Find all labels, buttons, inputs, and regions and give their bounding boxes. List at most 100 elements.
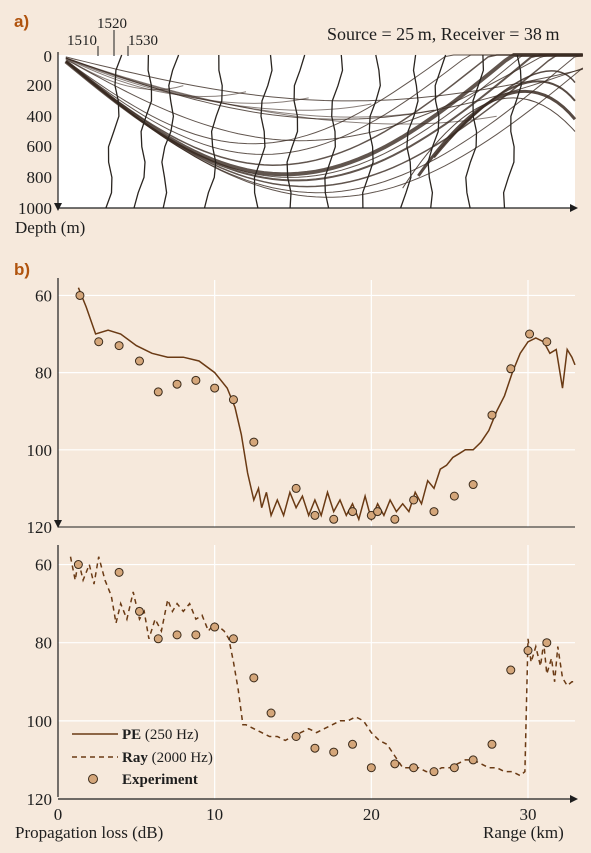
experiment-point bbox=[468, 755, 478, 765]
panel-a-label: a) bbox=[14, 12, 30, 31]
legend-pe-name: PE bbox=[122, 727, 141, 743]
legend-ray-name: Ray bbox=[122, 750, 148, 766]
y-tick-label: 120 bbox=[27, 518, 53, 537]
ray-path bbox=[449, 70, 576, 140]
experiment-point bbox=[348, 739, 358, 749]
pe-plot-y-arrow bbox=[54, 520, 62, 528]
sound-speed-profile bbox=[399, 54, 419, 209]
sound-speed-profile bbox=[133, 54, 153, 209]
pe-series-line bbox=[77, 287, 576, 522]
ray-path bbox=[417, 89, 577, 177]
sound-speed-label-1520: 1520 bbox=[97, 16, 127, 32]
experiment-point bbox=[210, 622, 220, 632]
experiment-point bbox=[249, 437, 259, 447]
sound-speed-profiles bbox=[105, 54, 522, 209]
sound-speed-profile bbox=[105, 54, 123, 209]
experiment-point bbox=[114, 567, 124, 577]
sound-speed-profile bbox=[427, 54, 447, 209]
experiment-point bbox=[310, 510, 320, 520]
ray-path bbox=[65, 54, 583, 178]
source-receiver-annotation: Source = 25 m, Receiver = 38 m bbox=[327, 24, 560, 44]
y-tick-label: 80 bbox=[35, 364, 52, 383]
ray-plot-grid bbox=[58, 545, 575, 799]
experiment-point bbox=[291, 731, 301, 741]
experiment-point bbox=[172, 630, 182, 640]
experiment-point bbox=[373, 507, 383, 517]
experiment-point bbox=[348, 507, 358, 517]
pe-plot-series bbox=[75, 287, 576, 524]
sound-speed-label-1530: 1530 bbox=[128, 33, 158, 49]
experiment-point bbox=[506, 665, 516, 675]
sound-speed-profile bbox=[203, 54, 223, 209]
ray-path bbox=[65, 57, 184, 91]
depth-tick-800: 800 bbox=[27, 168, 53, 187]
ray-series-line bbox=[69, 556, 575, 777]
y-tick-label: 80 bbox=[35, 634, 52, 653]
sound-speed-profile bbox=[362, 54, 381, 209]
depth-tick-400: 400 bbox=[27, 107, 53, 126]
y-tick-label: 120 bbox=[27, 790, 53, 809]
ray-path bbox=[65, 54, 583, 142]
experiment-point bbox=[525, 329, 535, 339]
ray-path bbox=[65, 56, 583, 102]
ray-trace-plot: 1510 1520 1530 0 200 400 600 800 1000 bbox=[18, 16, 584, 218]
legend-experiment-marker bbox=[88, 774, 98, 784]
legend-pe-freq: (250 Hz) bbox=[141, 727, 198, 743]
depth-tick-1000: 1000 bbox=[18, 199, 52, 218]
ray-path bbox=[402, 97, 576, 189]
depth-axis-title: Depth (m) bbox=[15, 218, 86, 237]
pe-plot-grid bbox=[58, 280, 575, 527]
ray-path bbox=[65, 57, 435, 118]
ray-path bbox=[65, 57, 247, 97]
experiment-point bbox=[429, 767, 439, 777]
experiment-point bbox=[153, 634, 163, 644]
depth-tick-600: 600 bbox=[27, 137, 53, 156]
sound-speed-profile bbox=[253, 54, 273, 209]
experiment-point bbox=[409, 495, 419, 505]
experiment-point bbox=[329, 514, 339, 524]
legend-ray-freq: (2000 Hz) bbox=[148, 750, 213, 766]
panel-b-label: b) bbox=[14, 260, 31, 279]
range-axis-arrow bbox=[570, 204, 578, 212]
y-axis-title: Propagation loss (dB) bbox=[15, 823, 164, 842]
experiment-point bbox=[228, 634, 238, 644]
experiment-point bbox=[94, 337, 104, 347]
x-tick-label: 20 bbox=[363, 805, 380, 824]
sound-speed-label-1510: 1510 bbox=[67, 33, 97, 49]
experiment-point bbox=[366, 763, 376, 773]
experiment-point bbox=[487, 410, 497, 420]
y-tick-label: 100 bbox=[27, 712, 53, 731]
experiment-point bbox=[329, 747, 339, 757]
ray-plot-series bbox=[69, 556, 575, 777]
ray-path bbox=[65, 57, 497, 125]
experiment-point bbox=[506, 364, 516, 374]
experiment-point bbox=[266, 708, 276, 718]
sound-speed-profile bbox=[324, 54, 344, 209]
experiment-point bbox=[75, 290, 85, 300]
experiment-point bbox=[409, 763, 419, 773]
ray-path bbox=[65, 54, 583, 145]
experiment-point bbox=[487, 739, 497, 749]
experiment-point bbox=[390, 514, 400, 524]
depth-axis-arrow bbox=[54, 203, 62, 211]
experiment-point bbox=[73, 560, 83, 570]
x-axis-title: Range (km) bbox=[483, 823, 564, 842]
experiment-point bbox=[191, 375, 201, 385]
experiment-point bbox=[390, 759, 400, 769]
ray-plot-y-ticks: 60 80 100 120 bbox=[27, 556, 53, 809]
ray-plot-x-arrow bbox=[570, 795, 578, 803]
experiment-point bbox=[523, 646, 533, 656]
experiment-point bbox=[114, 341, 124, 351]
experiment-point bbox=[191, 630, 201, 640]
legend-experiment-label: Experiment bbox=[122, 772, 198, 788]
depth-tick-0: 0 bbox=[44, 47, 53, 66]
experiment-point bbox=[153, 387, 163, 397]
y-tick-label: 60 bbox=[35, 556, 52, 575]
experiment-point bbox=[228, 395, 238, 405]
sound-speed-profile bbox=[465, 54, 485, 209]
experiment-point bbox=[291, 483, 301, 493]
experiment-point bbox=[310, 743, 320, 753]
experiment-point bbox=[134, 606, 144, 616]
pe-plot: 60 80 100 120 bbox=[27, 278, 576, 537]
experiment-point bbox=[134, 356, 144, 366]
